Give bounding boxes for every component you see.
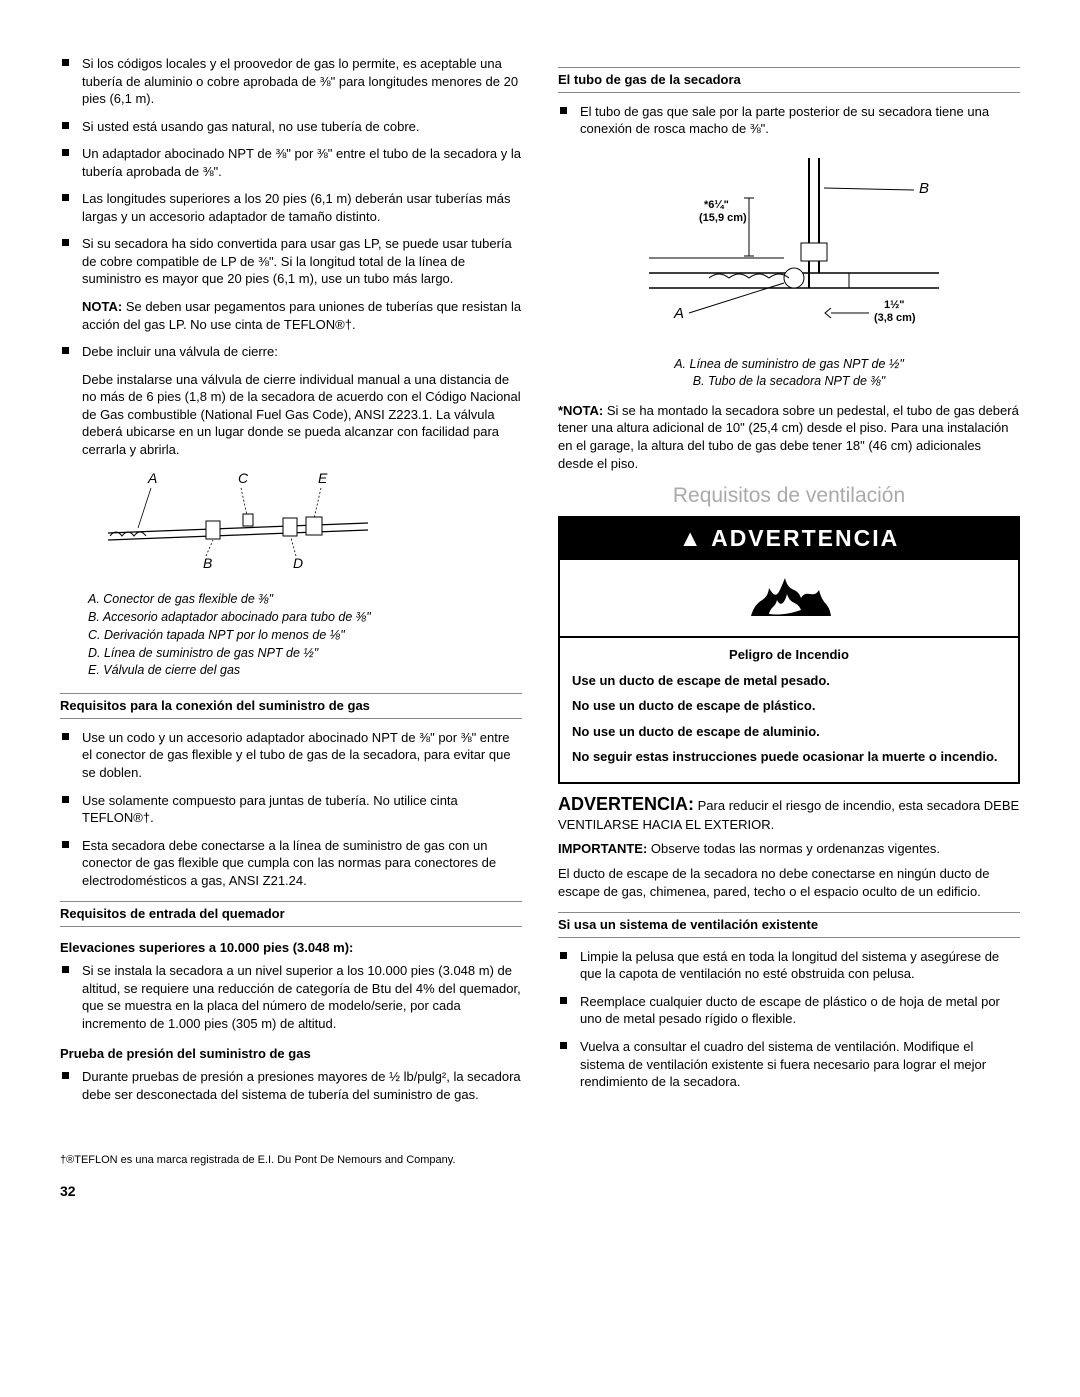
- nota-text: Si se ha montado la secadora sobre un pe…: [558, 403, 1019, 471]
- bullet-list-3: Si se instala la secadora a un nivel sup…: [60, 962, 522, 1032]
- list-item: Si su secadora ha sido convertida para u…: [60, 235, 522, 288]
- section-tubo-gas: El tubo de gas de la secadora: [558, 67, 1020, 93]
- right-column: El tubo de gas de la secadora El tubo de…: [558, 55, 1020, 1113]
- diagram-dryer-pipe: B A *6¼" (15,9 cm) 1½" (3,8 cm): [558, 148, 1020, 353]
- caption: A. Conector de gas flexible de ⅜": [88, 591, 522, 608]
- bullet-tubo: El tubo de gas que sale por la parte pos…: [558, 103, 1020, 138]
- bullet-list-4: Durante pruebas de presión a presiones m…: [60, 1068, 522, 1103]
- fire-icon: [560, 560, 1018, 639]
- section-sistema-existente: Si usa un sistema de ventilación existen…: [558, 912, 1020, 938]
- bullet-list-existente: Limpie la pelusa que está en toda la lon…: [558, 948, 1020, 1091]
- left-column: Si los códigos locales y el proovedor de…: [60, 55, 522, 1113]
- warning-header: ▲ ADVERTENCIA: [560, 518, 1018, 559]
- list-item: Debe incluir una válvula de cierre:: [60, 343, 522, 361]
- list-item: Si se instala la secadora a un nivel sup…: [60, 962, 522, 1032]
- valve-paragraph: Debe instalarse una válvula de cierre in…: [82, 371, 522, 459]
- section-requisitos-quemador: Requisitos de entrada del quemador: [60, 901, 522, 927]
- svg-text:B: B: [203, 555, 212, 571]
- subhead-presion: Prueba de presión del suministro de gas: [60, 1045, 522, 1063]
- caption: B. Accesorio adaptador abocinado para tu…: [88, 609, 522, 626]
- page-number: 32: [60, 1182, 1020, 1201]
- svg-text:A: A: [147, 470, 157, 486]
- nota-2: *NOTA: Si se ha montado la secadora sobr…: [558, 402, 1020, 472]
- warning-subtitle: Peligro de Incendio: [572, 646, 1006, 664]
- warning-line: No use un ducto de escape de aluminio.: [572, 723, 1006, 741]
- svg-text:A: A: [673, 305, 684, 322]
- nota-label: *NOTA:: [558, 403, 603, 418]
- gray-section-title: Requisitos de ventilación: [558, 482, 1020, 510]
- svg-text:B: B: [919, 180, 929, 197]
- advertencia-line: ADVERTENCIA: Para reducir el riesgo de i…: [558, 792, 1020, 834]
- list-item: Vuelva a consultar el cuadro del sistema…: [558, 1038, 1020, 1091]
- svg-text:D: D: [293, 555, 303, 571]
- svg-text:(15,9 cm): (15,9 cm): [699, 212, 747, 224]
- importante-label: IMPORTANTE:: [558, 841, 647, 856]
- caption: E. Válvula de cierre del gas: [88, 662, 522, 679]
- ducto-paragraph: El ducto de escape de la secadora no deb…: [558, 865, 1020, 900]
- advertencia-label: ADVERTENCIA:: [558, 794, 694, 814]
- list-item: Si los códigos locales y el proovedor de…: [60, 55, 522, 108]
- section-requisitos-conexion: Requisitos para la conexión del suminist…: [60, 693, 522, 719]
- two-column-layout: Si los códigos locales y el proovedor de…: [60, 55, 1020, 1113]
- list-item: Use solamente compuesto para juntas de t…: [60, 792, 522, 827]
- svg-text:(3,8 cm): (3,8 cm): [874, 312, 916, 324]
- caption: C. Derivación tapada NPT por lo menos de…: [88, 627, 522, 644]
- nota-1: NOTA: Se deben usar pegamentos para unio…: [82, 298, 522, 333]
- list-item: Reemplace cualquier ducto de escape de p…: [558, 993, 1020, 1028]
- caption: A. Línea de suministro de gas NPT de ½": [558, 356, 1020, 373]
- list-item: Esta secadora debe conectarse a la línea…: [60, 837, 522, 890]
- list-item: Si usted está usando gas natural, no use…: [60, 118, 522, 136]
- diagram2-captions: A. Línea de suministro de gas NPT de ½" …: [558, 356, 1020, 390]
- nota-text: Se deben usar pegamentos para uniones de…: [82, 299, 521, 332]
- warning-line: No seguir estas instrucciones puede ocas…: [572, 748, 1006, 766]
- list-item: Limpie la pelusa que está en toda la lon…: [558, 948, 1020, 983]
- warning-line: No use un ducto de escape de plástico.: [572, 697, 1006, 715]
- svg-text:C: C: [238, 470, 249, 486]
- list-item: Un adaptador abocinado NPT de ⅜" por ⅜" …: [60, 145, 522, 180]
- warning-box: ▲ ADVERTENCIA Peligro de Incendio Use un…: [558, 516, 1020, 783]
- diagram1-captions: A. Conector de gas flexible de ⅜" B. Acc…: [88, 591, 522, 679]
- list-item: Use un codo y un accesorio adaptador abo…: [60, 729, 522, 782]
- svg-text:*6¼": *6¼": [704, 199, 729, 211]
- warning-line: Use un ducto de escape de metal pesado.: [572, 672, 1006, 690]
- importante-text: Observe todas las normas y ordenanzas vi…: [647, 841, 940, 856]
- list-item: Las longitudes superiores a los 20 pies …: [60, 190, 522, 225]
- footnote: †®TEFLON es una marca registrada de E.I.…: [60, 1153, 1020, 1168]
- diagram-valve: A C E B D: [88, 468, 522, 583]
- svg-text:E: E: [318, 470, 328, 486]
- caption: B. Tubo de la secadora NPT de ⅜": [558, 373, 1020, 390]
- caption: D. Línea de suministro de gas NPT de ½": [88, 645, 522, 662]
- importante-line: IMPORTANTE: Observe todas las normas y o…: [558, 840, 1020, 858]
- list-item: El tubo de gas que sale por la parte pos…: [558, 103, 1020, 138]
- bullet-list-2: Use un codo y un accesorio adaptador abo…: [60, 729, 522, 889]
- bullet-valve: Debe incluir una válvula de cierre:: [60, 343, 522, 361]
- warning-body: Peligro de Incendio Use un ducto de esca…: [560, 638, 1018, 782]
- svg-text:1½": 1½": [884, 299, 905, 311]
- bullet-list-1: Si los códigos locales y el proovedor de…: [60, 55, 522, 288]
- subhead-elevaciones: Elevaciones superiores a 10.000 pies (3.…: [60, 939, 522, 957]
- nota-label: NOTA:: [82, 299, 122, 314]
- list-item: Durante pruebas de presión a presiones m…: [60, 1068, 522, 1103]
